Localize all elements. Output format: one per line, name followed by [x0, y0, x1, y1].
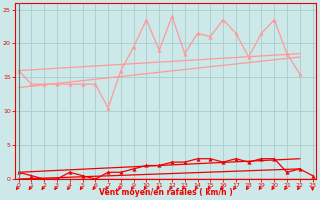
- X-axis label: Vent moyen/en rafales ( km/h ): Vent moyen/en rafales ( km/h ): [99, 188, 232, 197]
